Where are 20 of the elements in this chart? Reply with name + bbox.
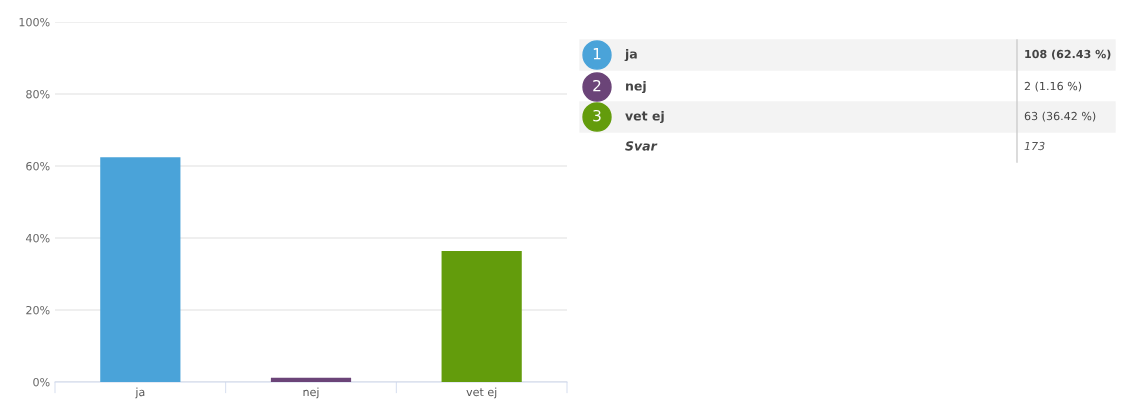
text: 3 <box>593 109 601 122</box>
x-tick-label: ja <box>135 387 145 399</box>
y-tick-label: 40% <box>25 233 50 243</box>
text: 2 <box>593 79 601 92</box>
y-tick-label: 0% <box>33 377 50 387</box>
text: 108 (62.43 %) <box>1025 49 1111 60</box>
x-tick-label: vet ej <box>466 387 497 399</box>
category-label: ja <box>624 48 637 62</box>
y-tick-label: 60% <box>26 161 50 171</box>
text: 2 (1.16 %) <box>1024 81 1082 92</box>
y-tick-label: 80% <box>26 89 50 99</box>
category-label: nej <box>626 80 646 94</box>
text: 173 <box>1024 141 1045 151</box>
category-label: vet ej <box>625 110 664 124</box>
text: 63 (36.42 %) <box>1024 111 1096 122</box>
text: 1 <box>593 48 601 60</box>
y-tick-label: 100% <box>19 17 50 27</box>
x-tick-label: nej <box>303 387 319 399</box>
text: Svar <box>625 141 658 151</box>
y-tick-label: 20% <box>26 305 50 315</box>
